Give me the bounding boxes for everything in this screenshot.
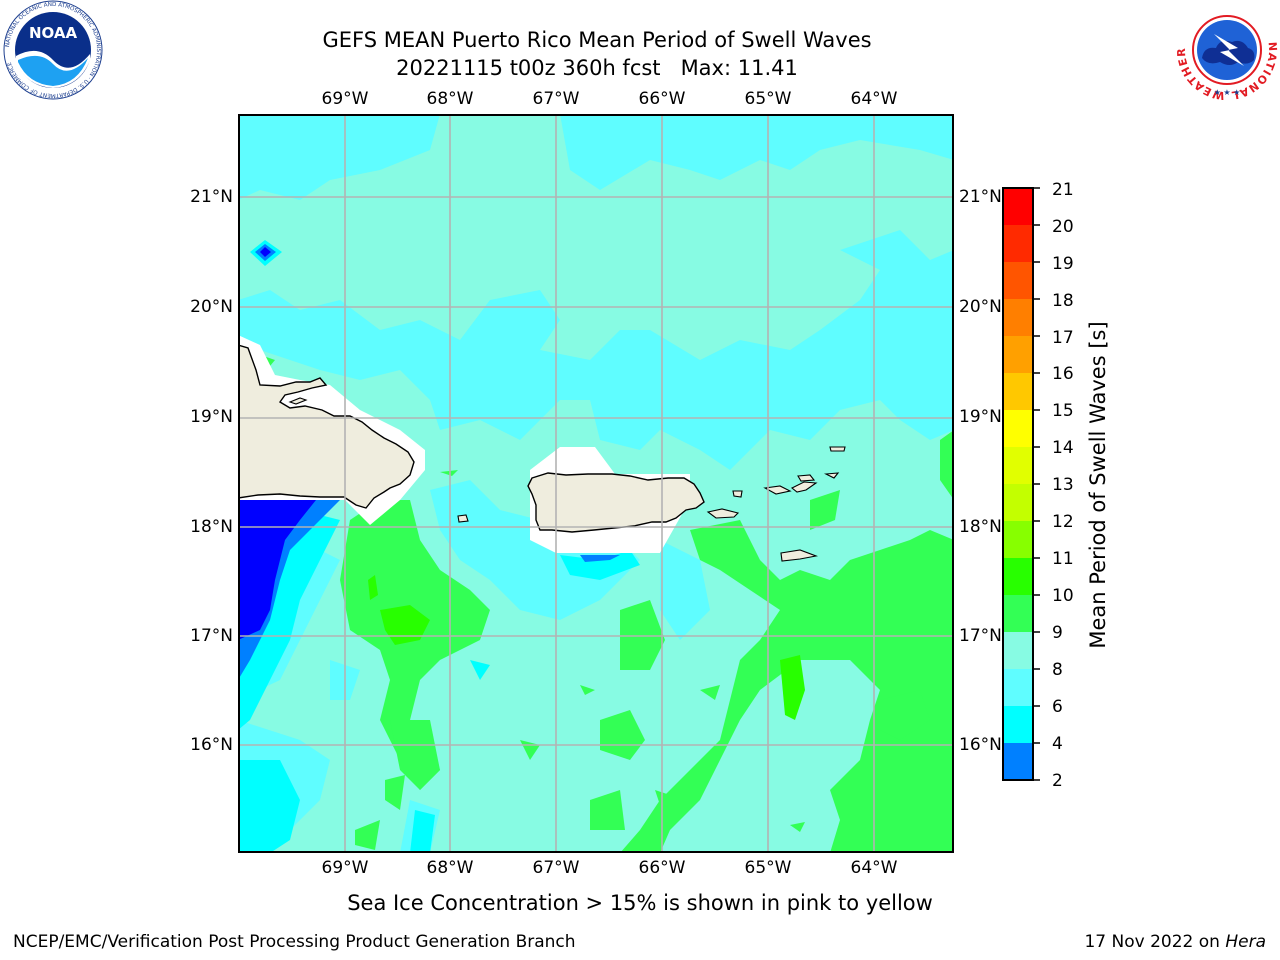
lon-label-bottom-64w: 64°W [850, 858, 898, 878]
colorbar-tick-4: 4 [1052, 734, 1063, 754]
lat-label-left-21n: 21°N [190, 187, 233, 207]
land-small-islands [288, 397, 846, 562]
lat-label-left-19n: 19°N [190, 407, 233, 427]
colorbar-tick-15: 15 [1052, 401, 1074, 421]
colorbar-tick-21: 21 [1052, 180, 1074, 200]
colorbar-swatch [1003, 632, 1033, 670]
lat-label-right-19n: 19°N [959, 407, 1002, 427]
colorbar-tick-16: 16 [1052, 364, 1074, 384]
colorbar-tick-8: 8 [1052, 660, 1063, 680]
colorbar-swatch [1003, 484, 1033, 522]
nws-logo-icon: NATIONAL WEATHER SERVICE ★ ★ ★ [1174, 0, 1278, 100]
colorbar-swatch [1003, 299, 1033, 337]
lon-label-top-64w: 64°W [850, 89, 898, 109]
colorbar-swatch [1003, 743, 1033, 781]
colorbar-swatch [1003, 558, 1033, 596]
colorbar-tick-6: 6 [1052, 697, 1063, 717]
map-border [238, 114, 954, 853]
colorbar-tick-9: 9 [1052, 623, 1063, 643]
noaa-logo-text: NOAA [29, 24, 78, 42]
contour-10-11 [252, 352, 954, 853]
lon-label-bottom-66w: 66°W [638, 858, 686, 878]
map-graticule [238, 114, 954, 853]
colorbar [1002, 187, 1040, 781]
colorbar-tick-20: 20 [1052, 217, 1074, 237]
lat-label-left-18n: 18°N [190, 517, 233, 537]
sea-ice-note: Sea Ice Concentration > 15% is shown in … [347, 891, 933, 915]
colorbar-tick-17: 17 [1052, 328, 1074, 348]
colorbar-tick-10: 10 [1052, 586, 1074, 606]
lon-label-top-65w: 65°W [744, 89, 792, 109]
colorbar-swatch [1003, 410, 1033, 448]
land-hispaniola [238, 344, 415, 509]
colorbar-swatch [1003, 595, 1033, 633]
lat-label-right-16n: 16°N [959, 735, 1002, 755]
swell-period-map [238, 114, 954, 853]
chart-title: GEFS MEAN Puerto Rico Mean Period of Swe… [322, 28, 872, 52]
colorbar-swatch [1003, 706, 1033, 744]
lat-label-right-20n: 20°N [959, 297, 1002, 317]
lon-label-bottom-69w: 69°W [321, 858, 369, 878]
colorbar-tick-19: 19 [1052, 254, 1074, 274]
colorbar-swatch [1003, 521, 1033, 559]
footer-producer: NCEP/EMC/Verification Post Processing Pr… [13, 932, 576, 952]
lon-label-bottom-68w: 68°W [426, 858, 474, 878]
colorbar-swatch [1003, 669, 1033, 707]
footer-date-machine: 17 Nov 2022 on Hera [1084, 932, 1266, 952]
land-puerto-rico [527, 472, 705, 533]
lat-label-right-21n: 21°N [959, 187, 1002, 207]
colorbar-tick-18: 18 [1052, 291, 1074, 311]
contour-2-4 [238, 247, 316, 640]
contour-11-12 [368, 575, 805, 720]
colorbar-swatch [1003, 262, 1033, 300]
lon-label-top-67w: 67°W [532, 89, 580, 109]
colorbar-tick-12: 12 [1052, 512, 1074, 532]
lon-label-bottom-67w: 67°W [532, 858, 580, 878]
colorbar-tick-14: 14 [1052, 438, 1074, 458]
colorbar-label: Mean Period of Swell Waves [s] [1086, 321, 1110, 649]
lat-label-left-17n: 17°N [190, 626, 233, 646]
colorbar-tick-13: 13 [1052, 475, 1074, 495]
lon-label-top-68w: 68°W [426, 89, 474, 109]
colorbar-swatch [1003, 336, 1033, 374]
colorbar-swatch [1003, 373, 1033, 411]
colorbar-tick-11: 11 [1052, 549, 1074, 569]
colorbar-swatch [1003, 447, 1033, 485]
lon-label-top-69w: 69°W [321, 89, 369, 109]
lat-label-left-20n: 20°N [190, 297, 233, 317]
lon-label-top-66w: 66°W [638, 89, 686, 109]
lat-label-right-17n: 17°N [959, 626, 1002, 646]
chart-subtitle-run: 20221115 t00z 360h fcst Max: 11.41 [396, 56, 798, 80]
footer-date: 17 Nov 2022 on [1084, 932, 1226, 952]
colorbar-tick-2: 2 [1052, 771, 1063, 791]
lon-label-bottom-65w: 65°W [744, 858, 792, 878]
colorbar-swatch [1003, 225, 1033, 263]
colorbar-swatch [1003, 188, 1033, 226]
lat-label-left-16n: 16°N [190, 735, 233, 755]
footer-machine: Hera [1225, 932, 1266, 952]
svg-text:★ ★ ★: ★ ★ ★ [1214, 88, 1241, 97]
lat-label-right-18n: 18°N [959, 517, 1002, 537]
noaa-logo-icon: NOAA NATIONAL OCEANIC AND ATMOSPHERIC AD… [3, 0, 103, 100]
